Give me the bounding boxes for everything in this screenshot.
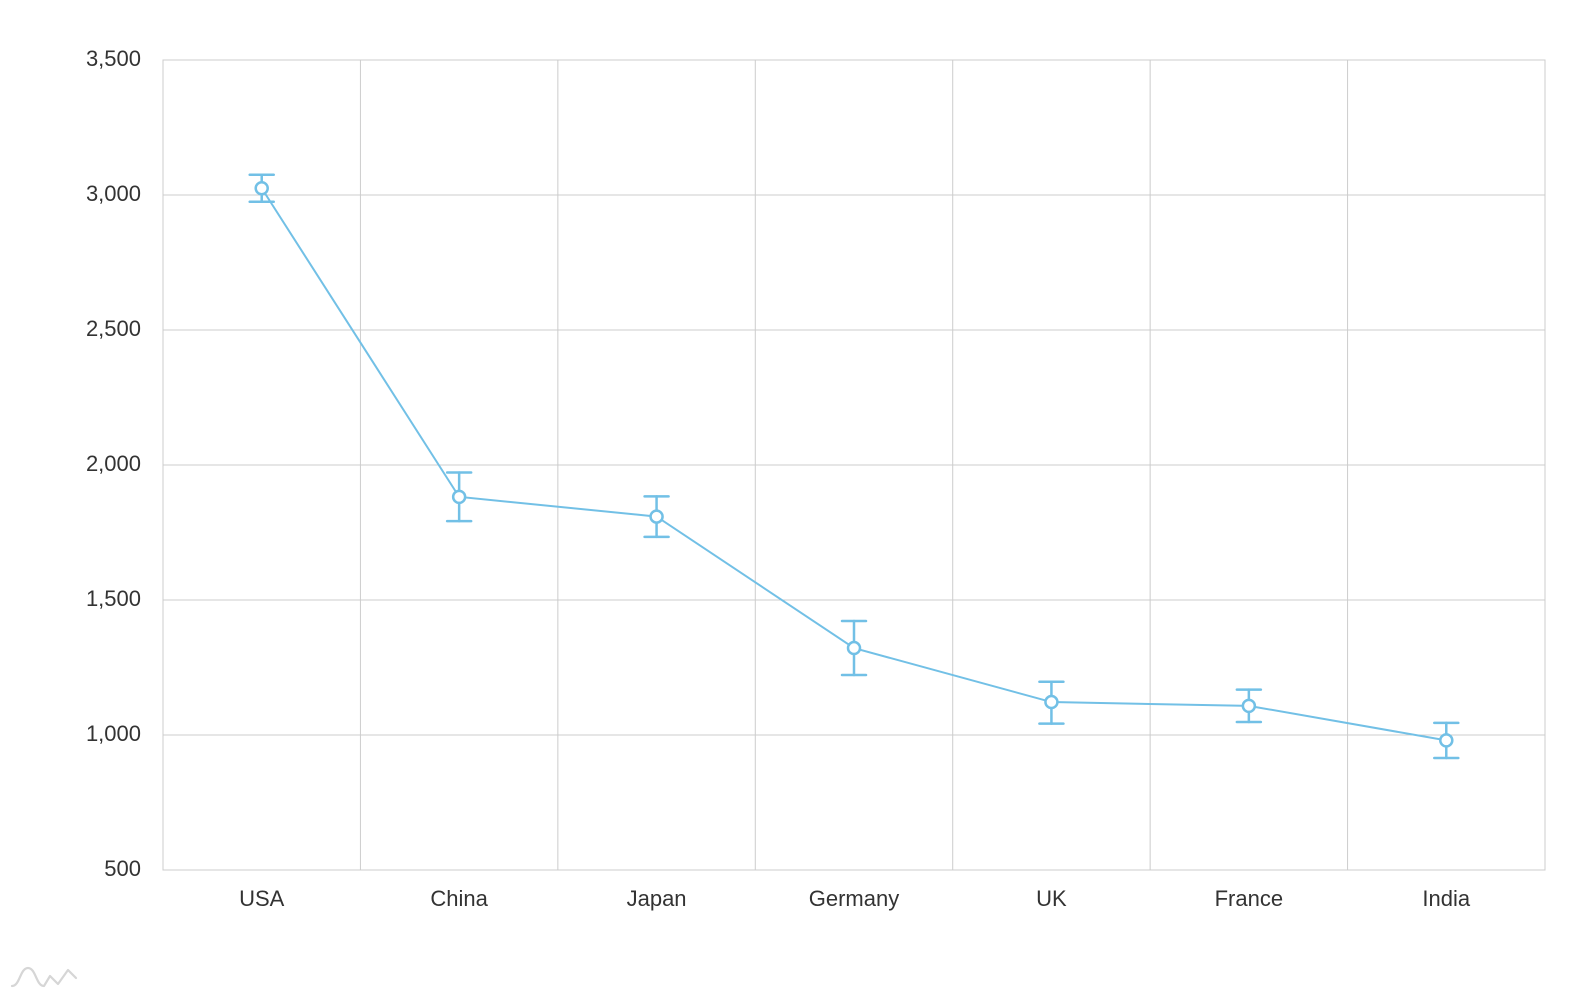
- y-tick-label: 3,000: [86, 181, 141, 206]
- data-point[interactable]: [453, 491, 465, 503]
- data-point[interactable]: [1243, 700, 1255, 712]
- y-tick-label: 2,500: [86, 316, 141, 341]
- x-tick-label: France: [1215, 886, 1283, 911]
- chart-bg: [0, 0, 1586, 1000]
- data-point[interactable]: [1440, 734, 1452, 746]
- data-point[interactable]: [651, 511, 663, 523]
- x-tick-label: India: [1422, 886, 1470, 911]
- y-tick-label: 500: [104, 856, 141, 881]
- y-tick-label: 2,000: [86, 451, 141, 476]
- amcharts-logo: [10, 962, 80, 990]
- x-tick-label: USA: [239, 886, 285, 911]
- x-tick-label: UK: [1036, 886, 1067, 911]
- x-tick-label: Japan: [627, 886, 687, 911]
- line-error-chart: 500 1,000 1,500 2,000 2,500 3,000 3,500 USA Chin…: [0, 0, 1586, 1000]
- y-tick-label: 1,500: [86, 586, 141, 611]
- x-tick-label: Germany: [809, 886, 899, 911]
- y-tick-label: 3,500: [86, 46, 141, 71]
- data-point[interactable]: [256, 182, 268, 194]
- y-tick-label: 1,000: [86, 721, 141, 746]
- chart-container: 500 1,000 1,500 2,000 2,500 3,000 3,500 USA Chin…: [0, 0, 1586, 1000]
- data-point[interactable]: [848, 642, 860, 654]
- data-point[interactable]: [1045, 696, 1057, 708]
- x-tick-label: China: [430, 886, 488, 911]
